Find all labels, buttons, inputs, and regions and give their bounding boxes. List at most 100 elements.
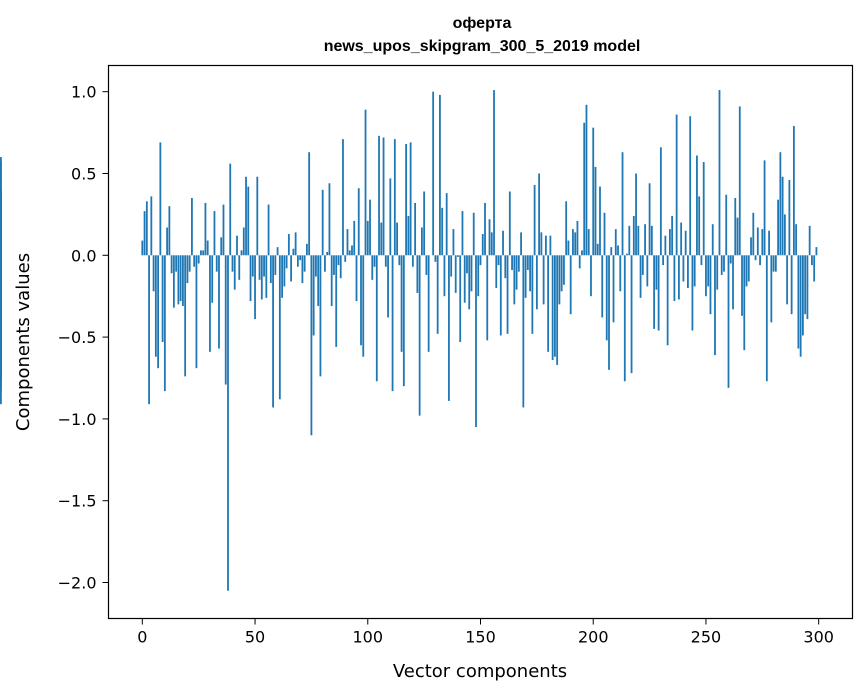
bar [227, 255, 229, 591]
bar [170, 255, 173, 274]
bar [655, 255, 658, 290]
bar [556, 255, 559, 365]
bar [497, 255, 500, 266]
x-axis-ticks: 0 50 100 150 200 250 300 [137, 618, 834, 647]
bar [567, 240, 570, 256]
bar [709, 255, 712, 315]
bar [581, 250, 583, 256]
bar [303, 255, 306, 272]
bar [583, 122, 586, 256]
bar [637, 225, 640, 256]
bar [166, 227, 169, 256]
bar [668, 229, 671, 256]
bar [630, 255, 633, 374]
bar [797, 255, 800, 349]
bar [594, 166, 597, 256]
bar [407, 216, 410, 256]
bar [738, 106, 741, 256]
bar [195, 255, 198, 369]
bar [576, 220, 579, 256]
bar [774, 255, 777, 272]
bar [317, 255, 320, 307]
bar [202, 250, 205, 256]
y-axis-ticks: −2.0 −1.5 −1.0 −0.5 0.0 0.5 1.0 [58, 83, 109, 593]
bar [538, 173, 541, 256]
bar [276, 247, 279, 256]
bar [675, 114, 678, 256]
bar [718, 90, 721, 256]
bar [792, 126, 795, 256]
bar [650, 225, 653, 256]
bar [414, 202, 417, 256]
y-tick-label: −1.0 [58, 410, 97, 429]
bar [391, 255, 394, 392]
bar [653, 255, 655, 329]
bar [808, 225, 811, 256]
bar [400, 255, 403, 352]
bar [641, 255, 644, 275]
bar [590, 255, 592, 297]
bar [484, 202, 486, 256]
bar [439, 94, 441, 256]
bar [716, 255, 719, 290]
bar [691, 255, 694, 331]
bar [0, 255, 2, 382]
bar [788, 180, 791, 256]
bar [768, 230, 770, 256]
bar [172, 255, 175, 308]
bar [432, 91, 435, 256]
bar [790, 255, 793, 315]
bar [621, 152, 624, 256]
bar [378, 135, 380, 256]
bar [783, 214, 786, 256]
bar [191, 198, 193, 256]
bar [402, 255, 405, 387]
bar [396, 222, 398, 256]
bar [632, 216, 635, 256]
bar [175, 255, 178, 272]
bar [233, 255, 236, 290]
bar [542, 255, 545, 305]
bar [346, 229, 349, 256]
bar [707, 255, 710, 287]
bar [506, 255, 509, 334]
bar [283, 255, 286, 287]
bar [281, 255, 283, 298]
bar [274, 255, 277, 275]
bar [628, 225, 631, 256]
bar [671, 216, 674, 256]
bar [729, 255, 732, 264]
bar [450, 255, 453, 277]
bar [533, 184, 536, 256]
bar [398, 255, 401, 266]
bar [515, 255, 518, 290]
bar [644, 224, 646, 256]
bar [493, 90, 495, 256]
bar [524, 255, 527, 298]
bar [312, 255, 315, 336]
bar [215, 255, 218, 272]
bar [434, 255, 437, 262]
bar [626, 253, 628, 256]
bar [145, 201, 148, 256]
chart-title: оферта [453, 15, 512, 32]
bar [547, 255, 550, 352]
bar [0, 157, 2, 256]
bar [245, 176, 247, 256]
bar [639, 255, 642, 298]
bar [499, 255, 502, 336]
bar [200, 250, 202, 256]
bar [763, 160, 766, 256]
bar [614, 229, 617, 256]
chart-subtitle: news_upos_skipgram_300_5_2019 model [324, 38, 641, 55]
y-axis-label: Components values [13, 253, 34, 431]
bar [258, 255, 261, 280]
y-tick-label: 1.0 [71, 83, 96, 102]
bar [308, 152, 311, 256]
bar [251, 255, 254, 277]
bar [324, 255, 326, 272]
bar [578, 255, 581, 269]
bar [770, 255, 773, 323]
bar [405, 144, 407, 256]
bar [143, 211, 146, 256]
